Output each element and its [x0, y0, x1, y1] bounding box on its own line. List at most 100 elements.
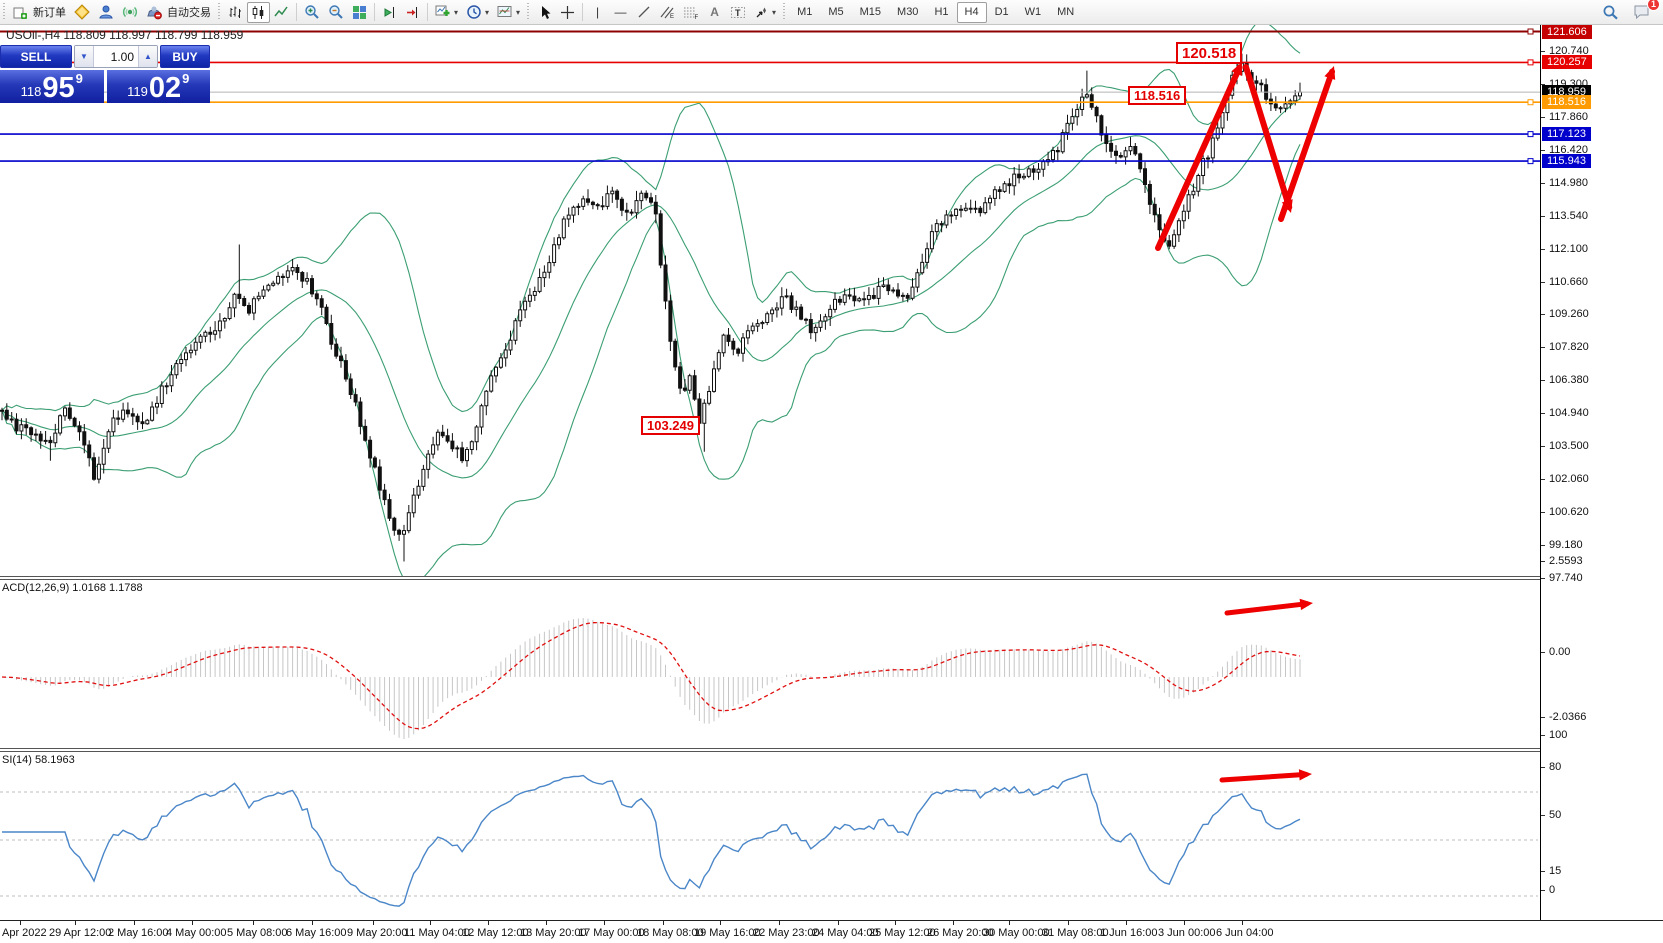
text-label-button[interactable]: T — [726, 2, 750, 23]
price-axis[interactable]: 120.740119.300117.860116.420114.980113.5… — [1540, 24, 1663, 922]
hline-handle — [1527, 28, 1534, 35]
timeframe-M30[interactable]: M30 — [897, 6, 919, 18]
candlestick-type-button[interactable] — [247, 1, 270, 23]
chat-button[interactable]: 1 — [1629, 0, 1660, 23]
notification-badge: 1 — [1647, 0, 1660, 11]
signals-button[interactable] — [94, 2, 118, 23]
trend-arrow-2 — [1243, 64, 1293, 211]
timeframe-MN[interactable]: MN — [1057, 6, 1075, 18]
timeframe-H4[interactable]: H4 — [956, 1, 987, 23]
toolbar-grip[interactable] — [526, 3, 532, 21]
toolbar: 新订单 自动交易 ▾ ▾ — [0, 0, 1663, 25]
pane-separator[interactable] — [0, 576, 1663, 580]
time-label: 11 May 04:00 — [404, 927, 470, 939]
new-chart-button[interactable]: ▾ — [431, 2, 462, 23]
volume-up-button[interactable]: ▲ — [138, 46, 157, 67]
toolbar-grip[interactable] — [217, 3, 222, 21]
timeframe-D1[interactable]: D1 — [994, 6, 1009, 18]
time-label: 6 May 16:00 — [286, 927, 347, 939]
volume-input[interactable] — [94, 46, 138, 67]
channel-button[interactable]: E — [655, 2, 679, 23]
tile-windows-button[interactable] — [348, 2, 371, 23]
price-callout-103.249[interactable]: 103.249 — [641, 416, 700, 435]
chevron-down-icon: ▾ — [772, 7, 777, 17]
time-tick — [1242, 921, 1243, 925]
periods-button[interactable]: ▾ — [462, 2, 493, 23]
bid-price-panel[interactable]: 118 95 9 — [0, 70, 104, 103]
timeframe-M1[interactable]: M1 — [797, 6, 813, 18]
time-tick — [134, 921, 135, 925]
auto-scroll-icon — [407, 6, 417, 18]
time-label: 9 May 20:00 — [347, 927, 408, 939]
time-label: 1 Jun 16:00 — [1100, 927, 1158, 939]
main-price-pane[interactable] — [0, 25, 1540, 576]
ask-big: 02 — [148, 72, 182, 104]
macd-label: ACD(12,26,9) 1.0168 1.1788 — [2, 582, 143, 594]
timeframe-M15[interactable]: M15 — [859, 6, 882, 18]
price-callout-118.516[interactable]: 118.516 — [1128, 86, 1187, 105]
market-button[interactable] — [70, 2, 94, 23]
new-chart-icon — [435, 5, 450, 16]
time-axis[interactable]: Apr 2022 29 Apr 12:00 2 May 16:00 4 May 00:… — [0, 920, 1663, 943]
arrows-tool-button[interactable]: ▾ — [750, 2, 780, 23]
time-label: 29 Apr 12:00 — [49, 927, 112, 939]
new-order-button[interactable]: 新订单 — [9, 2, 70, 23]
auto-trading-button[interactable]: 自动交易 — [142, 2, 215, 23]
ask-price-panel[interactable]: 119 02 9 — [106, 70, 210, 104]
time-tick — [20, 921, 21, 925]
rsi-pane[interactable] — [0, 752, 1540, 920]
crosshair-button[interactable] — [556, 2, 579, 23]
zoom-out-button[interactable] — [324, 2, 348, 23]
macd-pane[interactable] — [0, 580, 1540, 748]
hline-handle — [1527, 131, 1534, 138]
templates-button[interactable]: ▾ — [493, 2, 524, 23]
price-tick-label: 114.980 — [1549, 177, 1588, 190]
time-tick — [1184, 921, 1185, 925]
bar-chart-type-button[interactable] — [224, 2, 247, 23]
new-order-icon — [13, 7, 27, 19]
trendline-button[interactable] — [632, 2, 655, 23]
time-tick — [604, 921, 605, 925]
tile-windows-icon — [353, 5, 366, 19]
rsi-arrow — [1219, 771, 1309, 783]
axis-tick — [1541, 380, 1545, 382]
axis-tick — [1541, 577, 1545, 579]
fibonacci-button[interactable]: F — [679, 2, 703, 23]
chart-area[interactable]: USOil-,H4 118.809 118.997 118.799 118.95… — [0, 24, 1663, 943]
axis-tick — [1541, 478, 1545, 480]
vertical-line-button[interactable]: | — [595, 5, 600, 19]
toolbar-grip[interactable] — [2, 3, 7, 21]
time-tick — [1068, 921, 1069, 925]
axis-tick — [1541, 84, 1545, 86]
price-callout-120.518[interactable]: 120.518 — [1176, 42, 1243, 64]
timeframe-M5[interactable]: M5 — [828, 6, 844, 18]
text-button[interactable]: A — [710, 5, 719, 19]
timeframe-W1[interactable]: W1 — [1024, 6, 1042, 18]
text-label-icon: T — [731, 6, 746, 18]
macd-arrow-head — [1299, 598, 1313, 611]
auto-scroll-button[interactable] — [401, 2, 424, 23]
time-tick — [546, 921, 547, 925]
axis-tick — [1541, 890, 1545, 891]
pane-separator[interactable] — [0, 748, 1663, 752]
hline-handle — [1527, 59, 1534, 66]
price-tick-label: 113.540 — [1549, 210, 1588, 223]
trend-arrow-3 — [1278, 68, 1336, 222]
svg-text:T: T — [735, 8, 741, 18]
price-tick-label: 106.380 — [1549, 374, 1589, 387]
search-button[interactable] — [1598, 2, 1623, 23]
volume-down-button[interactable]: ▼ — [75, 46, 94, 67]
crosshair-icon — [561, 5, 575, 19]
timeframe-H1[interactable]: H1 — [934, 6, 949, 18]
sell-button[interactable]: SELL — [0, 45, 72, 68]
time-label: 22 May 23:00 — [753, 927, 820, 939]
zoom-in-button[interactable] — [300, 2, 324, 23]
toolbar-grip[interactable] — [782, 3, 788, 21]
news-button[interactable] — [118, 2, 142, 23]
shift-end-button[interactable] — [378, 2, 401, 23]
line-chart-type-button[interactable] — [270, 2, 293, 23]
buy-button[interactable]: BUY — [160, 45, 210, 68]
cursor-button[interactable] — [533, 2, 556, 23]
horizontal-line-button[interactable]: — — [614, 5, 627, 19]
